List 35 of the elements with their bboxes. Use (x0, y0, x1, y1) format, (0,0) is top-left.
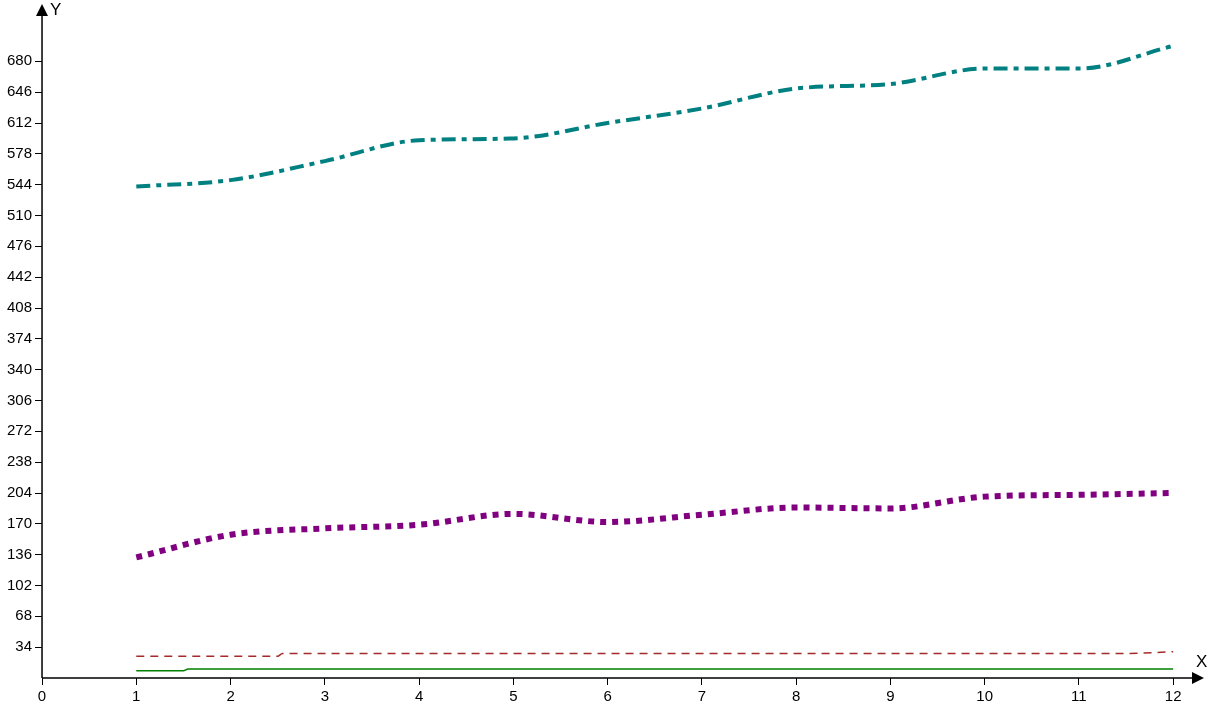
y-tick-label: 136 (7, 544, 33, 562)
y-tick-label: 204 (7, 483, 33, 501)
x-axis-title: X (1196, 651, 1208, 671)
y-tick-label: 238 (7, 452, 33, 470)
y-tick-label: 306 (7, 390, 33, 408)
x-tick-label: 0 (37, 687, 47, 705)
y-tick-label: 170 (7, 513, 33, 531)
y-tick-label: 646 (7, 82, 33, 100)
x-tick-label: 3 (320, 687, 329, 705)
y-tick-label: 680 (7, 51, 33, 69)
x-tick-label: 1 (132, 687, 141, 705)
y-tick-label: 476 (7, 236, 33, 254)
y-tick-label: 578 (7, 143, 33, 161)
x-tick-label: 4 (414, 687, 424, 705)
x-tick-label: 11 (1071, 687, 1087, 705)
x-tick-label: 12 (1164, 687, 1182, 705)
y-tick-label: 102 (7, 575, 33, 593)
x-tick-label: 7 (697, 687, 707, 705)
y-axis-title: Y (50, 0, 62, 19)
y-tick-label: 544 (7, 174, 33, 192)
y-tick-label: 374 (7, 328, 33, 346)
x-tick-label: 2 (226, 687, 235, 705)
x-tick-label: 5 (509, 687, 518, 705)
x-tick-label: 9 (886, 687, 895, 705)
y-tick-label: 34 (15, 637, 33, 655)
x-tick-label: 10 (976, 687, 993, 705)
y-tick-label: 68 (15, 606, 33, 624)
y-tick-label: 510 (7, 205, 33, 223)
x-tick-label: 8 (791, 687, 801, 705)
y-tick-label: 340 (7, 359, 33, 377)
y-tick-label: 408 (7, 298, 33, 316)
y-tick-label: 612 (7, 113, 33, 131)
y-tick-label: 272 (7, 421, 33, 439)
y-tick-label: 442 (7, 267, 33, 285)
x-tick-label: 6 (603, 687, 612, 705)
